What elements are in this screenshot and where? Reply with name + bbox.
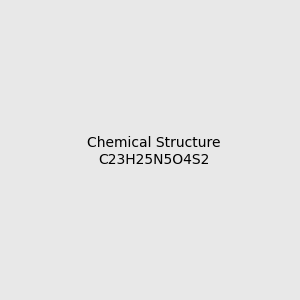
Text: Chemical Structure
C23H25N5O4S2: Chemical Structure C23H25N5O4S2 <box>87 136 220 166</box>
